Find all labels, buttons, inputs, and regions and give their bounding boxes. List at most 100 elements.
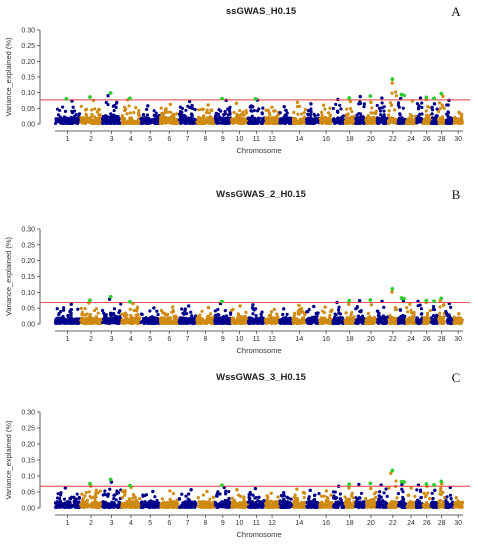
snp-point bbox=[256, 118, 260, 123]
snp-point bbox=[102, 311, 106, 315]
snp-point bbox=[415, 320, 419, 324]
x-tick-label: 6 bbox=[167, 136, 171, 143]
snp-point bbox=[199, 121, 204, 125]
snp-point bbox=[161, 505, 165, 509]
snp-point bbox=[83, 501, 88, 505]
snp-point bbox=[345, 318, 349, 322]
snp-point bbox=[73, 320, 78, 325]
snp-point bbox=[398, 113, 402, 117]
snp-point bbox=[264, 321, 268, 325]
snp-point bbox=[124, 321, 128, 325]
snp-point bbox=[371, 111, 375, 115]
snp-point bbox=[190, 314, 194, 318]
snp-point bbox=[362, 102, 367, 106]
snp-point bbox=[141, 494, 145, 498]
snp-point bbox=[225, 505, 230, 509]
snp-point bbox=[431, 116, 436, 121]
snp-point bbox=[184, 494, 188, 498]
snp-point bbox=[392, 118, 396, 122]
snp-point bbox=[255, 109, 260, 113]
snp-point bbox=[315, 314, 319, 318]
snp-point bbox=[227, 118, 231, 123]
snp-point bbox=[181, 316, 185, 320]
snp-point bbox=[396, 101, 401, 105]
snp-point bbox=[248, 118, 252, 122]
snp-point bbox=[161, 310, 165, 315]
snp-point bbox=[340, 115, 344, 119]
panel-letter: C bbox=[452, 370, 461, 385]
snp-point bbox=[189, 501, 193, 505]
snp-point bbox=[145, 107, 149, 112]
snp-point bbox=[132, 110, 136, 115]
snp-point bbox=[438, 305, 442, 309]
x-tick-label: 11 bbox=[253, 336, 260, 343]
y-tick-label: 0.10 bbox=[21, 474, 35, 481]
snp-point bbox=[98, 113, 102, 117]
snp-point bbox=[435, 313, 439, 317]
y-tick-label: 0.30 bbox=[21, 28, 35, 35]
snp-point bbox=[87, 490, 91, 494]
snp-point bbox=[120, 489, 125, 493]
snp-point bbox=[365, 317, 369, 321]
snp-point bbox=[55, 107, 60, 111]
snp-point bbox=[171, 491, 176, 496]
snp-point bbox=[345, 321, 349, 325]
snp-point bbox=[249, 121, 253, 125]
snp-point bbox=[296, 312, 300, 316]
snp-point bbox=[79, 306, 83, 310]
significant-snp-point bbox=[432, 96, 436, 101]
snp-point bbox=[201, 501, 205, 505]
snp-point bbox=[211, 121, 215, 125]
snp-point bbox=[216, 490, 220, 494]
snp-point bbox=[110, 500, 114, 504]
snp-point bbox=[389, 101, 393, 105]
snp-point bbox=[204, 321, 209, 325]
snp-point bbox=[132, 308, 136, 313]
snp-point bbox=[82, 121, 86, 125]
snp-point bbox=[128, 307, 132, 311]
snp-point bbox=[88, 503, 93, 508]
snp-point bbox=[305, 319, 309, 323]
snp-point bbox=[420, 101, 424, 105]
snp-point bbox=[398, 321, 403, 325]
snp-point bbox=[323, 305, 327, 309]
snp-point bbox=[282, 498, 286, 503]
snp-point bbox=[62, 497, 67, 501]
snp-point bbox=[250, 505, 254, 509]
snp-point bbox=[61, 505, 66, 509]
snp-point bbox=[126, 121, 130, 125]
snp-point bbox=[415, 317, 419, 321]
snp-point bbox=[430, 105, 434, 109]
snp-point bbox=[224, 492, 228, 496]
x-tick-label: 4 bbox=[129, 336, 133, 343]
snp-point bbox=[264, 117, 268, 121]
snp-point bbox=[183, 505, 187, 509]
snp-point bbox=[226, 121, 230, 125]
snp-point bbox=[119, 302, 123, 306]
snp-point bbox=[419, 312, 423, 316]
snp-point bbox=[141, 505, 145, 509]
snp-point bbox=[269, 320, 273, 324]
snp-point bbox=[332, 317, 337, 321]
snp-point bbox=[275, 312, 279, 316]
snp-point bbox=[313, 121, 317, 125]
snp-point bbox=[177, 496, 182, 501]
snp-point bbox=[106, 94, 110, 98]
significant-snp-point bbox=[128, 96, 132, 101]
snp-point bbox=[449, 116, 453, 120]
snp-point bbox=[377, 117, 382, 121]
snp-point bbox=[252, 308, 256, 312]
snp-point bbox=[366, 114, 370, 118]
significant-snp-point bbox=[390, 286, 395, 291]
snp-point bbox=[344, 116, 348, 121]
snp-point bbox=[137, 497, 142, 501]
y-axis-title: Variance_explained (%) bbox=[4, 420, 13, 500]
snp-point bbox=[135, 305, 140, 309]
snp-point bbox=[77, 500, 81, 504]
snp-point bbox=[160, 121, 164, 125]
snp-point bbox=[148, 318, 152, 322]
snp-point bbox=[156, 504, 160, 508]
snp-point bbox=[204, 111, 209, 115]
snp-point bbox=[216, 313, 220, 317]
snp-point bbox=[457, 312, 461, 316]
